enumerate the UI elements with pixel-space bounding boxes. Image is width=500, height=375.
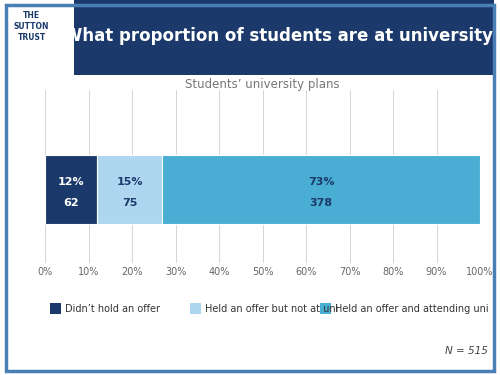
Bar: [45, 155, 97, 224]
Text: 73%: 73%: [308, 177, 334, 186]
Text: 12%: 12%: [58, 177, 84, 186]
Text: 15%: 15%: [116, 177, 143, 186]
Text: Students’ university plans: Students’ university plans: [185, 78, 340, 91]
Text: Held an offer and attending uni: Held an offer and attending uni: [335, 304, 488, 313]
Text: 378: 378: [310, 198, 333, 208]
Text: THE
SUTTON
TRUST: THE SUTTON TRUST: [14, 11, 50, 42]
Text: Didn’t hold an offer: Didn’t hold an offer: [65, 304, 160, 313]
Text: N = 515: N = 515: [444, 346, 488, 355]
Text: 75: 75: [122, 198, 138, 208]
Text: What proportion of students are at university?: What proportion of students are at unive…: [64, 27, 500, 45]
Bar: [97, 155, 162, 224]
Text: Held an offer but not at uni: Held an offer but not at uni: [205, 304, 338, 313]
Bar: [162, 155, 480, 224]
Text: 62: 62: [64, 198, 79, 208]
